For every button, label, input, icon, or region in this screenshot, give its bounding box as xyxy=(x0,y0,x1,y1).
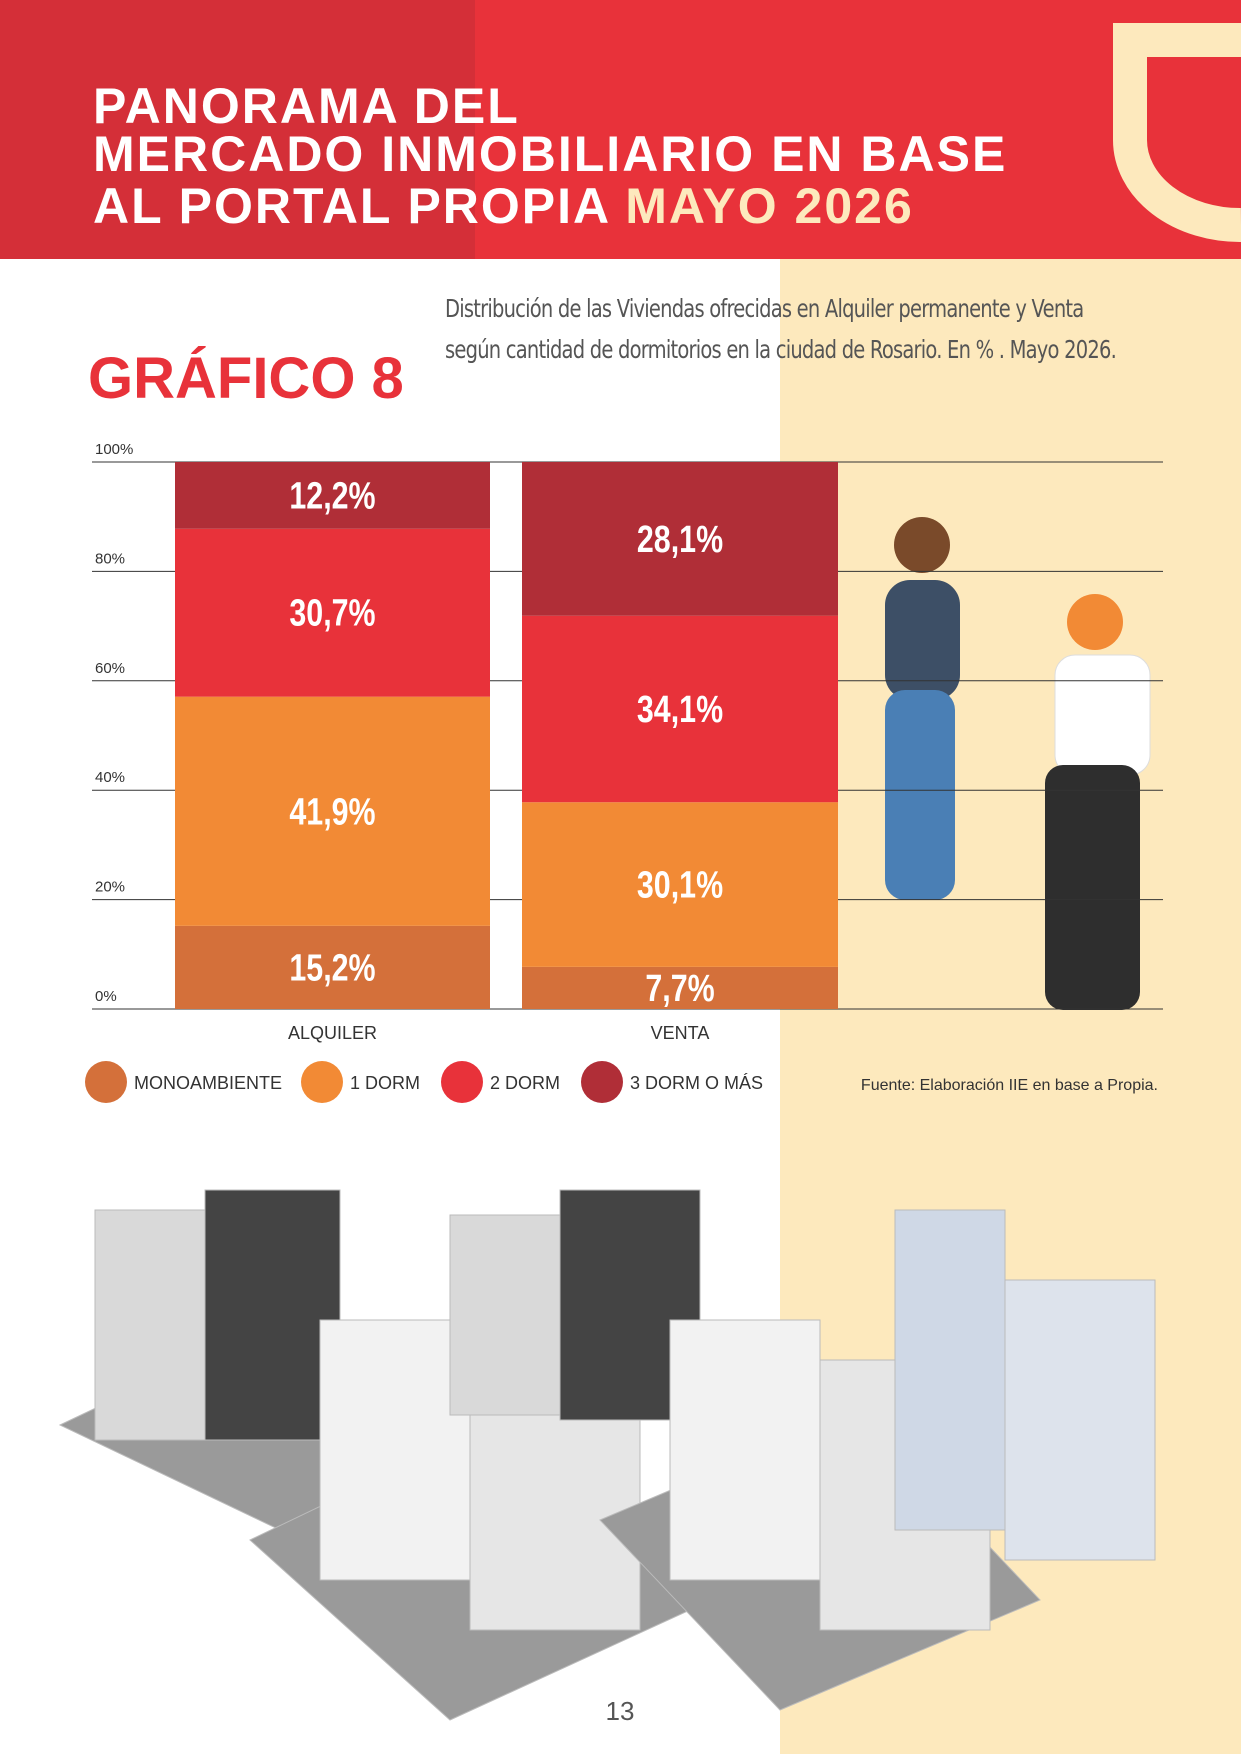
header-title: PANORAMA DEL xyxy=(93,78,520,134)
value-label: 41,9% xyxy=(289,791,375,833)
bar-segment xyxy=(175,462,490,529)
buildings xyxy=(58,1189,1156,1721)
value-label: 34,1% xyxy=(637,689,723,731)
y-tick-label: 100% xyxy=(95,441,133,458)
bar-segment xyxy=(175,925,490,1009)
bar-segment xyxy=(522,966,838,1009)
source: Fuente: Elaboración IIE en base a Propia… xyxy=(861,1077,1158,1094)
y-tick-label: 60% xyxy=(95,660,125,677)
header-title: MERCADO INMOBILIARIO EN BASE xyxy=(93,126,1008,182)
value-label: 30,1% xyxy=(637,864,723,906)
value-label: 15,2% xyxy=(289,947,375,989)
value-label: 7,7% xyxy=(645,968,714,1010)
bar-segment xyxy=(175,528,490,697)
header-highlight: MAYO 2026 xyxy=(625,178,914,234)
bar-segment xyxy=(522,462,838,616)
x-tick-label: VENTA xyxy=(651,1023,710,1043)
x-tick-label: ALQUILER xyxy=(288,1023,377,1043)
legend-label: 1 DORM xyxy=(350,1073,420,1093)
legend-swatch xyxy=(85,1061,127,1103)
legend-swatch xyxy=(441,1061,483,1103)
bar-segment xyxy=(522,802,838,967)
chart-title: Distribución de las Viviendas ofrecidas … xyxy=(445,294,1117,364)
y-tick-label: 0% xyxy=(95,988,117,1005)
header-title: AL PORTAL PROPIA xyxy=(93,178,610,234)
value-label: 30,7% xyxy=(289,593,375,635)
people-illustration xyxy=(885,517,1151,1010)
bar-segment xyxy=(522,615,838,803)
value-label: 28,1% xyxy=(637,519,723,561)
legend-swatch xyxy=(301,1061,343,1103)
legend-label: 2 DORM xyxy=(490,1073,560,1093)
logo xyxy=(1113,23,1241,243)
page-number: 13 xyxy=(605,1696,635,1726)
y-tick-label: 40% xyxy=(95,769,125,786)
header-band-left xyxy=(0,0,475,259)
header-title: AL PORTAL PROPIA MAYO 2026 xyxy=(93,180,914,232)
y-tick-label: 20% xyxy=(95,879,125,896)
chart-label: GRÁFICO 8 xyxy=(88,346,404,411)
legend-label: MONOAMBIENTE xyxy=(134,1073,282,1093)
legend-swatch xyxy=(581,1061,623,1103)
y-tick-label: 80% xyxy=(95,550,125,567)
bar-segment xyxy=(175,696,490,926)
legend-label: 3 DORM O MÁS xyxy=(630,1073,763,1093)
value-label: 12,2% xyxy=(289,475,375,517)
